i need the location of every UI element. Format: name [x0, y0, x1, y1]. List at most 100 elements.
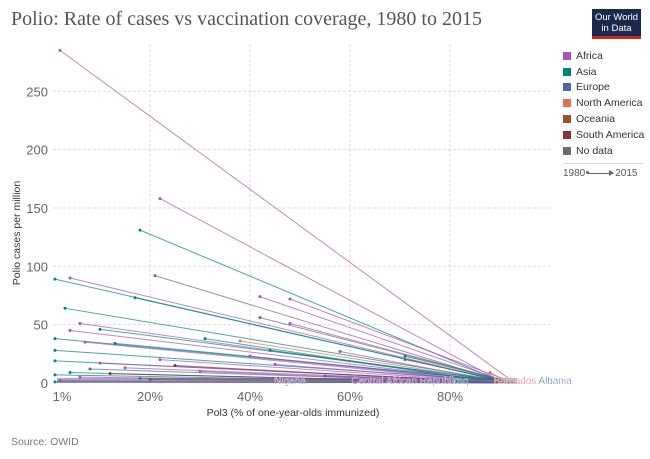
series-start-point[interactable]: [403, 354, 407, 358]
series-line[interactable]: [259, 296, 501, 380]
series-start-point[interactable]: [53, 373, 57, 377]
series-start-point[interactable]: [78, 321, 82, 325]
series-start-point[interactable]: [158, 197, 162, 201]
series-start-point[interactable]: [338, 349, 342, 353]
series-line[interactable]: [69, 277, 501, 382]
series-line[interactable]: [159, 198, 501, 382]
series-start-point[interactable]: [78, 375, 82, 379]
series-start-point[interactable]: [68, 370, 72, 374]
x-tick-label: 60%: [337, 389, 363, 404]
series-line[interactable]: [159, 359, 496, 383]
legend-label: No data: [576, 144, 613, 157]
series-start-point[interactable]: [123, 366, 127, 370]
timeline-arrow-icon: [586, 169, 615, 176]
series-line[interactable]: [249, 355, 496, 383]
series-start-point[interactable]: [248, 354, 252, 358]
y-tick-label: 250: [26, 84, 48, 99]
series-start-point[interactable]: [53, 337, 57, 341]
series-start-point[interactable]: [68, 328, 72, 332]
legend-item-north-america[interactable]: North America: [563, 95, 648, 111]
series-start-point[interactable]: [133, 296, 137, 300]
series-start-point[interactable]: [258, 295, 262, 299]
series-line[interactable]: [154, 275, 501, 382]
series-start-point[interactable]: [323, 374, 327, 378]
series-start-point[interactable]: [288, 321, 292, 325]
series-line[interactable]: [274, 363, 501, 383]
y-tick-label: 100: [26, 259, 48, 274]
series-start-point[interactable]: [488, 370, 492, 374]
legend-item-europe[interactable]: Europe: [563, 80, 648, 96]
legend-swatch: [563, 51, 571, 60]
series-start-point[interactable]: [53, 277, 57, 281]
chart-title: Polio: Rate of cases vs vaccination cove…: [11, 8, 482, 30]
legend-item-oceania[interactable]: Oceania: [563, 111, 648, 127]
series-start-point[interactable]: [238, 339, 242, 343]
series-line[interactable]: [64, 307, 501, 382]
series-line[interactable]: [54, 381, 516, 384]
y-axis-title: Polio cases per million: [11, 181, 23, 286]
series-start-point[interactable]: [158, 358, 162, 362]
series-start-point[interactable]: [58, 48, 62, 52]
legend-label: Africa: [576, 49, 603, 62]
legend: Africa Asia Europe North America Oceania Sout…: [563, 48, 648, 179]
series-start-point[interactable]: [53, 359, 57, 363]
series-start-point[interactable]: [153, 274, 157, 278]
series-start-point[interactable]: [53, 348, 57, 352]
legend-item-asia[interactable]: Asia: [563, 64, 648, 80]
series-start-point[interactable]: [198, 369, 202, 373]
series-start-point[interactable]: [98, 327, 102, 331]
series-start-point[interactable]: [98, 361, 102, 365]
series-start-point[interactable]: [203, 337, 207, 341]
legend-divider: [563, 162, 643, 164]
timeline-end: 2015: [615, 167, 638, 179]
series-start-point[interactable]: [273, 362, 277, 366]
legend-swatch: [563, 99, 571, 108]
legend-label: Oceania: [576, 113, 616, 126]
series-start-point[interactable]: [88, 367, 92, 371]
x-axis-title: Pol3 (% of one-year-olds immunized): [207, 407, 380, 419]
series-start-point[interactable]: [173, 363, 177, 367]
series-line[interactable]: [489, 372, 511, 384]
series-start-point[interactable]: [148, 377, 152, 381]
series-line[interactable]: [269, 349, 501, 382]
series-start-point[interactable]: [138, 228, 142, 232]
series-start-point[interactable]: [53, 380, 57, 384]
timeline-indicator[interactable]: 1980 2015: [563, 168, 648, 179]
series-line[interactable]: [289, 298, 506, 380]
series-line[interactable]: [404, 355, 506, 382]
series-line[interactable]: [59, 50, 511, 380]
series-start-point[interactable]: [403, 358, 407, 362]
y-tick-label: 200: [26, 143, 48, 158]
legend-swatch: [563, 83, 571, 92]
series-start-point[interactable]: [268, 348, 272, 352]
series-start-point[interactable]: [138, 376, 142, 380]
legend-item-south-america[interactable]: South America: [563, 127, 648, 143]
legend-label: North America: [576, 97, 643, 110]
series-line[interactable]: [404, 359, 506, 382]
series-start-point[interactable]: [63, 306, 67, 310]
y-tick-label: 0: [41, 376, 48, 391]
x-tick-label: 1%: [53, 389, 72, 404]
x-tick-label: 40%: [237, 389, 263, 404]
legend-item-africa[interactable]: Africa: [563, 48, 648, 64]
series-start-point[interactable]: [83, 340, 87, 344]
logo-line-1: Our World: [594, 12, 639, 23]
legend-swatch: [563, 67, 571, 76]
series-line[interactable]: [139, 229, 501, 382]
series-start-point[interactable]: [108, 372, 112, 376]
series-start-point[interactable]: [113, 341, 117, 345]
series-start-point[interactable]: [258, 316, 262, 320]
legend-item-no-data[interactable]: No data: [563, 143, 648, 159]
tick-labels: 0 50 100 150 200 250 1% 20% 40% 60% 80%: [26, 84, 463, 404]
legend-swatch: [563, 146, 571, 155]
country-label: Central African Republic: [351, 376, 458, 387]
country-label: Albania: [538, 376, 572, 387]
owid-logo[interactable]: Our World in Data: [592, 9, 641, 39]
source-note[interactable]: Source: OWID: [11, 436, 79, 448]
series-start-point[interactable]: [288, 297, 292, 301]
timeline-start: 1980: [563, 167, 586, 179]
series-start-point[interactable]: [68, 276, 72, 280]
legend-label: Asia: [576, 65, 597, 78]
country-label: Nigeria: [274, 376, 306, 387]
